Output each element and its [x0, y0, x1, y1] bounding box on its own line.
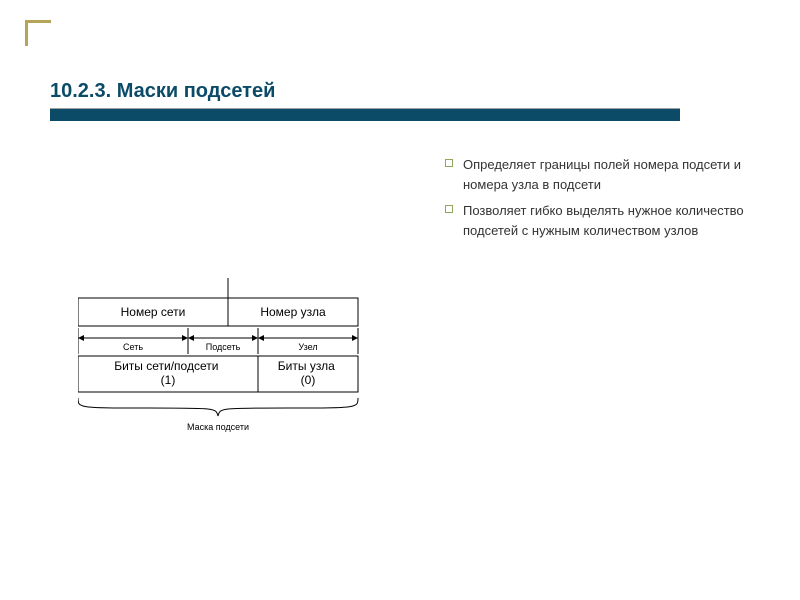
corner-accent-icon	[25, 20, 51, 46]
list-item: Определяет границы полей номера подсети …	[445, 155, 745, 195]
diagram-cell-label: Номер сети	[121, 305, 186, 319]
segment-label: Узел	[298, 342, 317, 352]
list-item-text: Определяет границы полей номера подсети …	[463, 157, 741, 192]
diagram-caption: Маска подсети	[187, 422, 249, 432]
title-underline-thick	[50, 109, 680, 121]
title-underline	[50, 108, 680, 126]
bullet-list: Определяет границы полей номера подсети …	[445, 155, 745, 247]
bullet-square-icon	[445, 159, 453, 167]
slide: 10.2.3. Маски подсетей Определяет границ…	[0, 0, 800, 600]
subnet-mask-diagram: Номер сети Номер узла Сеть Подсеть	[78, 258, 398, 468]
list-item-text: Позволяет гибко выделять нужное количест…	[463, 203, 744, 238]
bullet-square-icon	[445, 205, 453, 213]
diagram-brace: Маска подсети	[78, 398, 358, 432]
segment-subnet: Подсеть	[188, 335, 258, 352]
diagram-segments: Сеть Подсеть Узел	[78, 328, 358, 354]
diagram-row-mask: Биты сети/подсети (1) Биты узла (0)	[78, 356, 358, 392]
diagram-cell-label: Номер узла	[260, 305, 326, 319]
diagram-row-address: Номер сети Номер узла	[78, 298, 358, 326]
list-item: Позволяет гибко выделять нужное количест…	[445, 201, 745, 241]
segment-net: Сеть	[78, 335, 188, 352]
page-title: 10.2.3. Маски подсетей	[50, 80, 275, 103]
segment-label: Сеть	[123, 342, 143, 352]
segment-host: Узел	[258, 335, 358, 352]
segment-label: Подсеть	[206, 342, 241, 352]
